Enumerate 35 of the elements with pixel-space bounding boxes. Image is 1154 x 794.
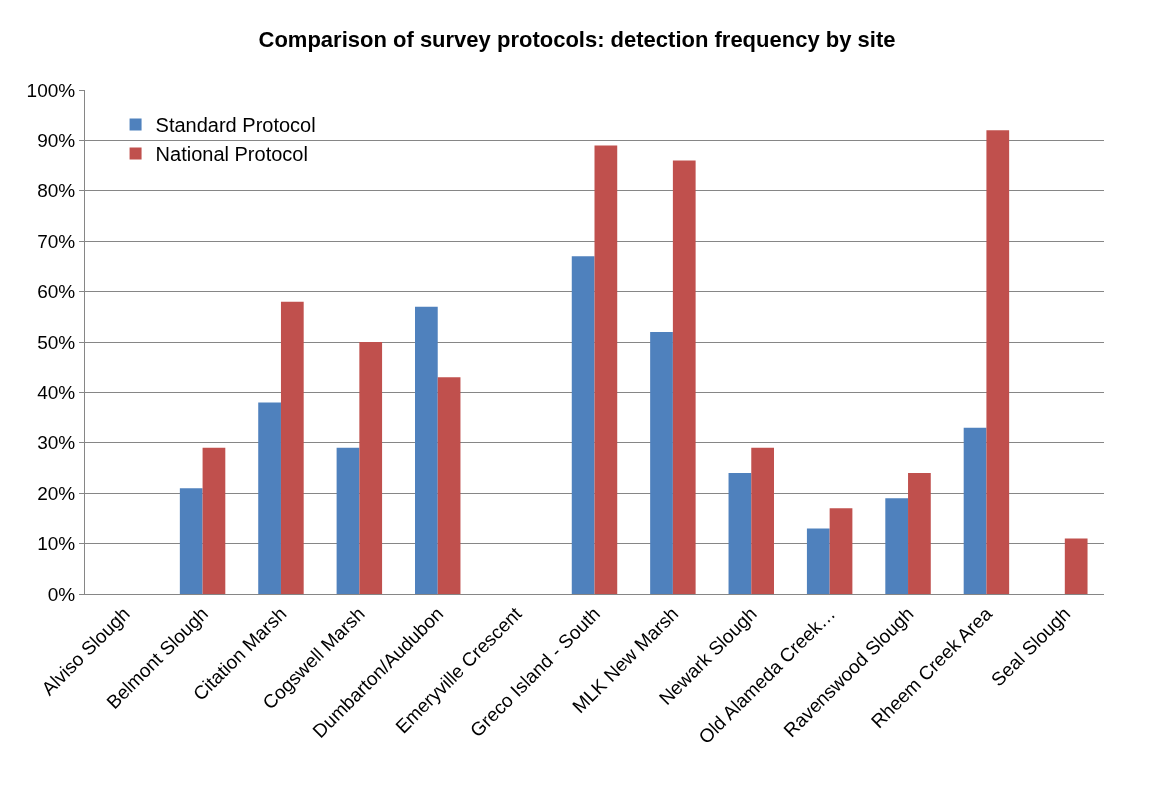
y-tick-label: 10% bbox=[37, 533, 76, 555]
y-tick-label: 50% bbox=[37, 331, 76, 353]
bar bbox=[1064, 538, 1088, 594]
legend-label: National Protocol bbox=[155, 143, 308, 166]
y-tick-label: 30% bbox=[37, 432, 76, 454]
bar bbox=[594, 145, 618, 594]
bar bbox=[258, 402, 281, 594]
y-tick-label: 20% bbox=[37, 482, 76, 504]
bar bbox=[963, 427, 987, 594]
y-tick-label: 90% bbox=[37, 130, 76, 152]
bar bbox=[415, 306, 438, 594]
bar bbox=[751, 447, 774, 594]
bar bbox=[986, 130, 1010, 594]
y-tick-label: 0% bbox=[47, 583, 76, 605]
bar bbox=[829, 508, 853, 594]
bar bbox=[885, 498, 909, 594]
y-tick-label: 40% bbox=[37, 382, 76, 404]
y-tick-label: 70% bbox=[37, 230, 76, 252]
legend-label: Standard Protocol bbox=[155, 114, 316, 137]
bar bbox=[280, 301, 304, 594]
y-tick-label: 100% bbox=[26, 79, 76, 101]
bar bbox=[202, 447, 226, 594]
bar bbox=[806, 528, 830, 594]
bar bbox=[908, 473, 931, 594]
bar bbox=[650, 331, 673, 594]
bar bbox=[437, 377, 461, 594]
bar bbox=[728, 473, 752, 594]
bar bbox=[571, 256, 595, 594]
bar bbox=[179, 488, 203, 594]
bar bbox=[359, 342, 383, 594]
y-tick-label: 80% bbox=[37, 180, 76, 202]
bar bbox=[336, 447, 360, 594]
y-tick-label: 60% bbox=[37, 281, 76, 303]
chart-title: Comparison of survey protocols: detection frequency by site bbox=[258, 27, 896, 53]
bar bbox=[672, 160, 696, 594]
